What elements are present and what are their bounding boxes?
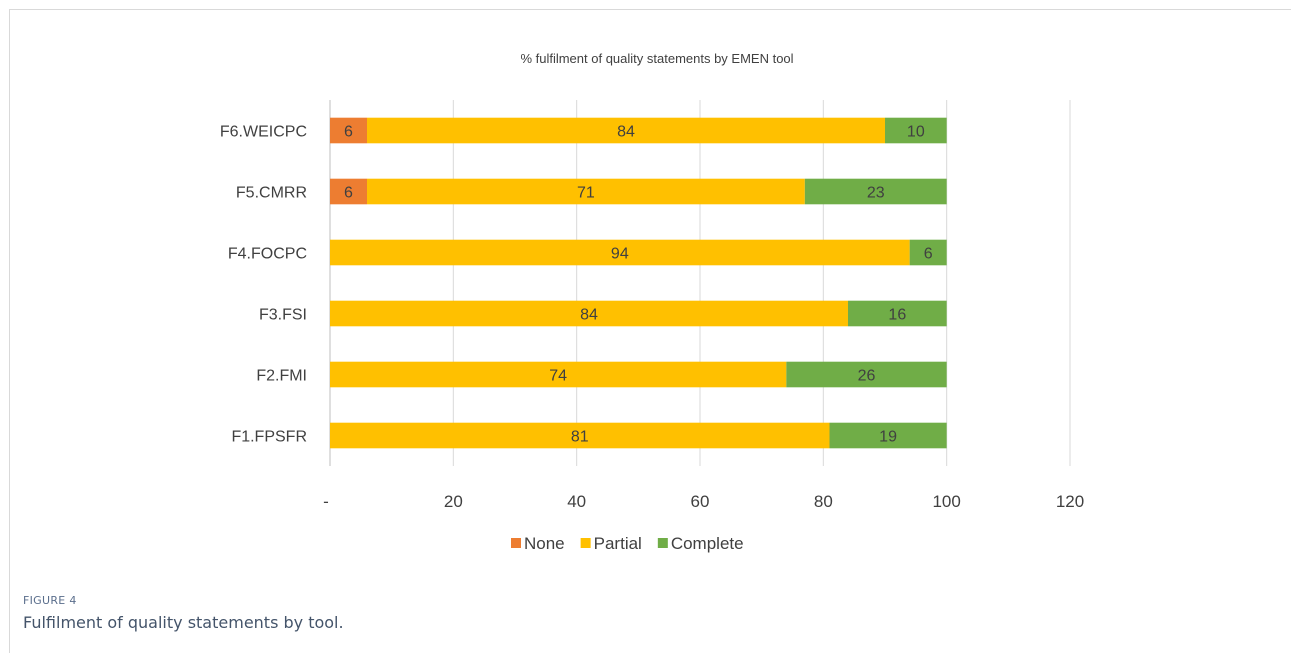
chart-title: % fulfilment of quality statements by EM…	[520, 51, 793, 66]
bar-segment-complete	[829, 422, 947, 449]
data-label: 16	[888, 307, 906, 324]
data-label: 19	[879, 429, 897, 446]
category-label: F2.FMI	[256, 368, 307, 385]
data-label: 71	[577, 185, 595, 202]
legend-swatch	[657, 538, 668, 548]
category-label: F4.FOCPC	[228, 246, 307, 263]
category-label: F3.FSI	[259, 307, 307, 324]
data-label: 6	[924, 246, 933, 263]
category-label: F5.CMRR	[236, 185, 307, 202]
bar-segment-partial	[367, 117, 885, 144]
bar-segment-complete	[909, 239, 947, 266]
x-tick-label: 100	[932, 492, 960, 511]
bar-segment-complete	[804, 178, 947, 205]
x-tick-label: 60	[691, 492, 710, 511]
x-tick-label: 80	[814, 492, 833, 511]
category-label: F6.WEICPC	[220, 124, 307, 141]
bar-segment-none	[330, 178, 367, 205]
legend-label: Partial	[594, 534, 642, 553]
data-label: 74	[549, 368, 567, 385]
bar-segment-partial	[330, 239, 910, 266]
legend-swatch	[580, 538, 591, 548]
bar-segment-partial	[330, 300, 848, 327]
data-label: 10	[907, 124, 925, 141]
data-label: 84	[580, 307, 598, 324]
data-label: 81	[571, 429, 589, 446]
data-label: 6	[344, 124, 353, 141]
legend-swatch	[511, 538, 521, 548]
x-tick-label: 20	[444, 492, 463, 511]
legend-label: None	[524, 534, 565, 553]
gridlines	[329, 100, 1071, 466]
bar-segment-partial	[330, 422, 830, 449]
data-label: 23	[867, 185, 885, 202]
bar-segment-partial	[367, 178, 805, 205]
figure-frame	[9, 9, 1291, 653]
data-label: 6	[344, 185, 353, 202]
legend-label: Complete	[671, 534, 744, 553]
x-tick-label: -	[323, 492, 329, 511]
category-label: F1.FPSFR	[231, 429, 307, 446]
bar-segment-complete	[885, 117, 947, 144]
data-label: 26	[858, 368, 876, 385]
figure-label: FIGURE 4	[23, 594, 77, 607]
category-labels: F1.FPSFR F2.FMI F3.FSI F4.FOCPC F5.CMRR F6.WE…	[220, 124, 307, 446]
bar-segment-none	[330, 117, 367, 144]
legend: None Partial Complete	[511, 534, 744, 553]
figure-caption: Fulfilment of quality statements by tool…	[23, 613, 344, 632]
stacked-bar-chart: % fulfilment of quality statements by EM…	[220, 51, 1084, 553]
bar-segment-complete	[848, 300, 947, 327]
x-tick-label: 40	[567, 492, 586, 511]
bar-segment-partial	[330, 361, 787, 388]
bar-segment-complete	[786, 361, 947, 388]
data-label: 94	[611, 246, 629, 263]
data-label: 84	[617, 124, 635, 141]
x-tick-label: 120	[1056, 492, 1084, 511]
x-tick-labels: - 20 40 60 80 100 120	[323, 492, 1084, 511]
